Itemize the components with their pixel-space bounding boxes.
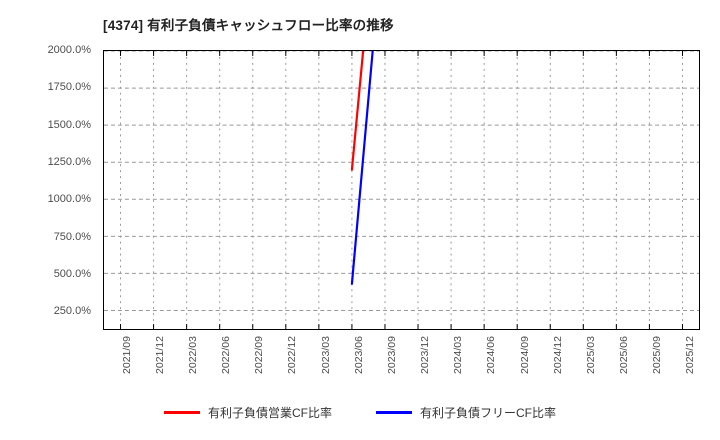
x-axis-tick-label: 2022/12	[286, 336, 299, 374]
y-axis-tick-label: 750.0%	[53, 230, 91, 243]
x-axis-tick-label: 2024/03	[452, 336, 465, 374]
x-axis-tick-label: 2022/06	[220, 336, 233, 374]
y-axis-tick-label: 2000.0%	[47, 44, 91, 56]
x-axis-tick-label: 2024/12	[551, 336, 564, 374]
x-axis-labels: 2021/09 2021/12 2022/03 2022/06 2022/09 2022/…	[103, 336, 700, 396]
x-axis-tick-label: 2025/03	[584, 336, 597, 374]
x-axis-tick-label: 2023/03	[319, 336, 332, 374]
x-axis-tick-label: 2023/09	[385, 336, 398, 374]
x-axis-tick-label: 2024/06	[485, 336, 498, 374]
legend-item[interactable]: 有利子負債営業CF比率	[164, 404, 332, 421]
y-axis-tick-label: 1000.0%	[47, 193, 91, 206]
x-axis-tick-label: 2023/12	[419, 336, 432, 374]
chart-title: [4374] 有利子負債キャッシュフロー比率の推移	[103, 18, 394, 33]
chart-legend: 有利子負債営業CF比率 有利子負債フリーCF比率	[0, 404, 720, 421]
x-axis-tick-label: 2021/09	[120, 336, 133, 374]
x-axis-tick-label: 2023/06	[352, 336, 365, 374]
y-axis-tick-label: 500.0%	[53, 268, 91, 280]
x-axis-tick-label: 2021/12	[153, 336, 166, 374]
legend-label: 有利子負債営業CF比率	[208, 406, 332, 420]
y-axis-tick-label: 250.0%	[53, 305, 91, 318]
y-axis-tick-label: 1750.0%	[47, 81, 91, 94]
x-axis-tick-label: 2022/09	[253, 336, 266, 374]
legend-item[interactable]: 有利子負債フリーCF比率	[376, 404, 556, 421]
x-axis-tick-label: 2024/09	[518, 336, 531, 374]
x-axis-tick-label: 2022/03	[186, 336, 199, 374]
series-lines	[104, 51, 699, 329]
y-axis-labels: 2000.0% 1750.0% 1500.0% 1250.0% 1000.0% 750.0…	[0, 44, 99, 330]
legend-label: 有利子負債フリーCF比率	[420, 406, 556, 420]
plot-area	[103, 50, 700, 330]
x-axis-tick-label: 2025/12	[684, 336, 697, 374]
x-axis-tick-label: 2025/06	[618, 336, 631, 374]
x-axis-tick-label: 2025/09	[651, 336, 664, 374]
y-axis-tick-label: 1500.0%	[47, 118, 91, 131]
gridlines	[104, 51, 699, 329]
y-axis-tick-label: 1250.0%	[47, 156, 91, 168]
legend-color-swatch	[376, 411, 412, 414]
legend-color-swatch	[164, 411, 200, 414]
